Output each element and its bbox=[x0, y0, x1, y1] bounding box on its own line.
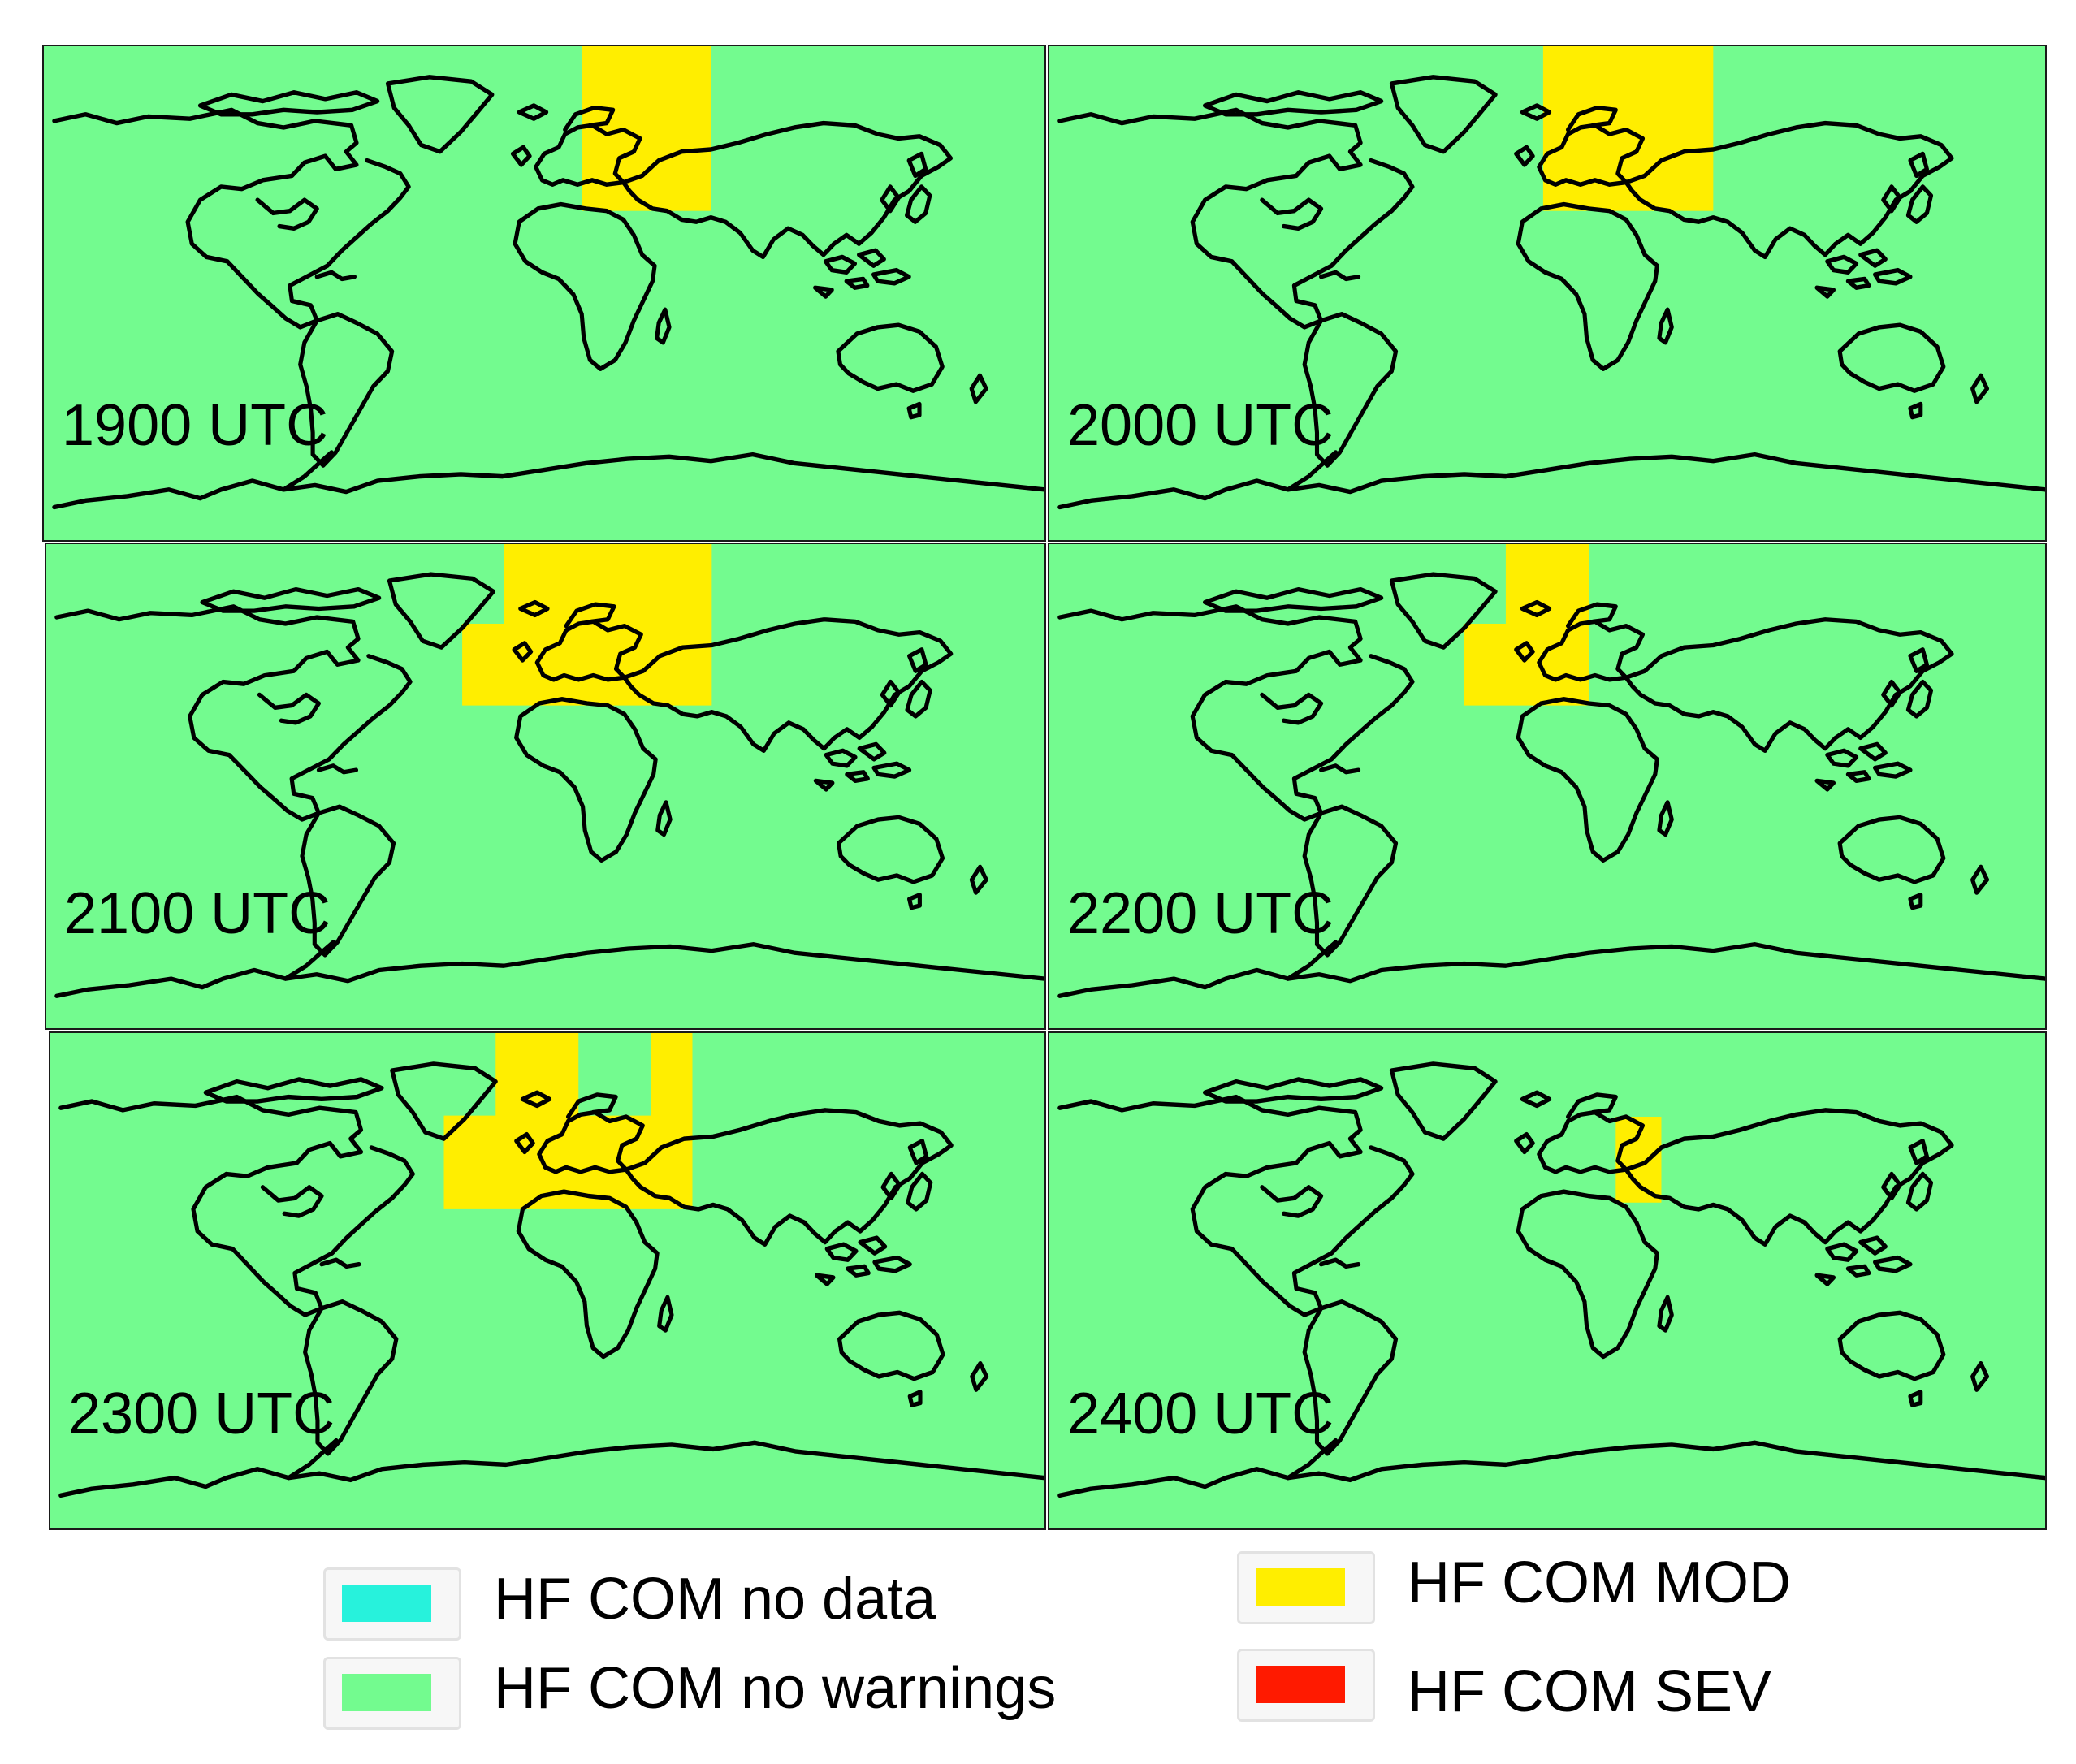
map-panel-2200: 2200 UTC bbox=[1048, 543, 2047, 1030]
time-label: 2100 UTC bbox=[64, 881, 331, 946]
world-map bbox=[44, 46, 1044, 540]
world-map bbox=[1049, 1033, 2045, 1528]
legend-swatch-mod bbox=[1256, 1568, 1345, 1606]
world-map bbox=[1049, 46, 2045, 540]
legend-item-mod: HF COM MOD bbox=[1237, 1543, 1807, 1632]
no-warnings-area bbox=[44, 46, 1044, 540]
legend-label-no-data: HF COM no data bbox=[478, 1566, 953, 1632]
legend-swatch-no-warnings bbox=[342, 1674, 431, 1711]
legend-swatch-frame bbox=[323, 1567, 461, 1641]
legend-swatch-frame bbox=[1237, 1649, 1375, 1722]
time-label: 1900 UTC bbox=[62, 393, 329, 458]
legend-label-no-warnings: HF COM no warnings bbox=[478, 1655, 1073, 1722]
legend-item-sev: HF COM SEV bbox=[1237, 1641, 1806, 1730]
time-label: 2200 UTC bbox=[1067, 881, 1334, 946]
time-label: 2000 UTC bbox=[1067, 393, 1334, 458]
no-warnings-area bbox=[1049, 1033, 2045, 1528]
legend: HF COM no data HF COM no warnings HF COM… bbox=[307, 1543, 1810, 1754]
map-panel-1900: 1900 UTC bbox=[42, 45, 1046, 542]
legend-swatch-frame bbox=[323, 1657, 461, 1730]
legend-label-mod: HF COM MOD bbox=[1391, 1550, 1807, 1616]
legend-item-no-warnings: HF COM no warnings bbox=[323, 1649, 1135, 1738]
map-panel-2400: 2400 UTC bbox=[1048, 1031, 2047, 1530]
map-panel-2100: 2100 UTC bbox=[45, 543, 1046, 1030]
world-map bbox=[50, 1033, 1044, 1528]
world-map bbox=[46, 544, 1044, 1028]
map-panel-2000: 2000 UTC bbox=[1048, 45, 2047, 542]
map-panel-2300: 2300 UTC bbox=[49, 1031, 1046, 1530]
legend-label-sev: HF COM SEV bbox=[1391, 1658, 1788, 1725]
legend-swatch-sev bbox=[1256, 1666, 1345, 1703]
mod-warning-area bbox=[1464, 544, 1589, 706]
legend-swatch-no-data bbox=[342, 1585, 431, 1622]
world-map bbox=[1049, 544, 2045, 1028]
time-label: 2300 UTC bbox=[68, 1381, 335, 1446]
legend-item-no-data: HF COM no data bbox=[323, 1559, 973, 1649]
legend-swatch-frame bbox=[1237, 1551, 1375, 1624]
time-label: 2400 UTC bbox=[1067, 1381, 1334, 1446]
